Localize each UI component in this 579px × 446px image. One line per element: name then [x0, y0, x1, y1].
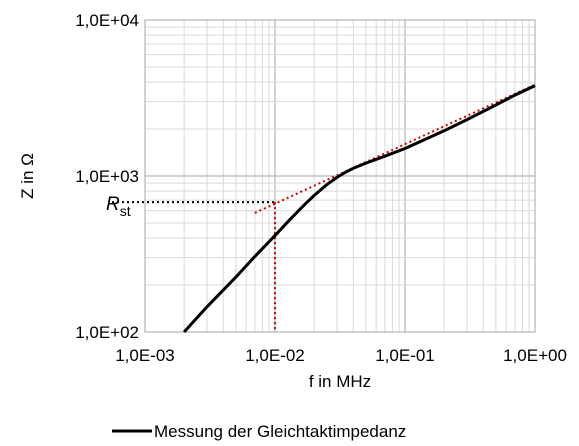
y-tick-labels: 1,0E+04 1,0E+03 1,0E+02	[75, 11, 139, 342]
legend-label: Messung der Gleichtaktimpedanz	[154, 422, 406, 441]
rst-label-sub: st	[120, 203, 131, 219]
x-tick-label: 1,0E-03	[115, 346, 175, 365]
y-axis-title: Z in Ω	[18, 153, 37, 199]
y-tick-label: 1,0E+02	[75, 323, 139, 342]
grid-lines	[144, 20, 535, 333]
rst-label-main: R	[106, 194, 120, 215]
x-tick-label: 1,0E+00	[503, 346, 567, 365]
x-axis-title: f in MHz	[309, 372, 371, 391]
plot-area-border	[144, 19, 536, 333]
series-line	[182, 84, 536, 334]
annotation-lines	[112, 83, 536, 332]
x-tick-label: 1,0E-02	[245, 346, 305, 365]
asymptote-line	[254, 83, 536, 214]
x-tick-label: 1,0E-01	[375, 346, 435, 365]
x-tick-labels: 1,0E-03 1,0E-02 1,0E-01 1,0E+00	[115, 346, 567, 365]
y-tick-label: 1,0E+04	[75, 11, 139, 30]
y-tick-label: 1,0E+03	[75, 167, 139, 186]
series-group	[182, 84, 536, 334]
legend: Messung der Gleichtaktimpedanz	[112, 422, 406, 441]
rst-label: Rst	[106, 194, 131, 219]
